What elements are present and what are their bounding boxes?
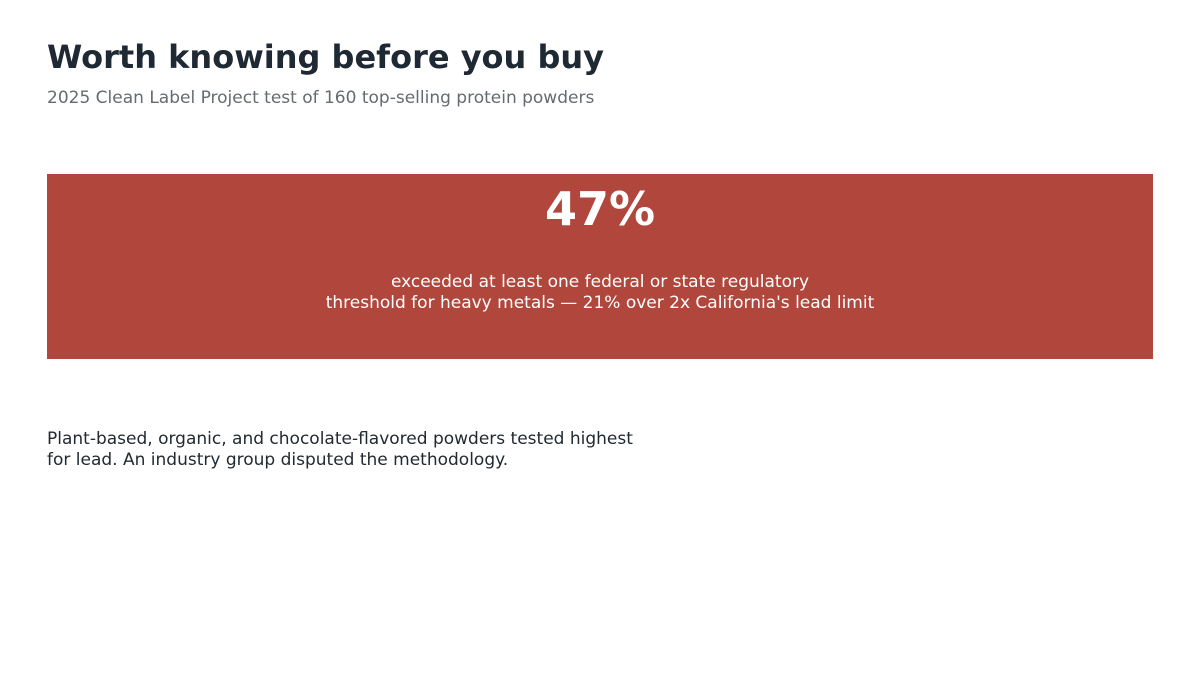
footnote-line: Plant-based, organic, and chocolate-flav… (47, 429, 633, 449)
callout-box: 47% (47, 174, 1153, 359)
title: Worth knowing before you buy (47, 38, 604, 76)
footnote: Plant-based, organic, and chocolate-flav… (47, 429, 633, 471)
description-line: threshold for heavy metals — 21% over 2x… (325, 293, 875, 313)
footnote-line: for lead. An industry group disputed the… (47, 450, 509, 470)
stat-value: 47% (544, 182, 656, 236)
stat-description: exceeded at least one federal or state r… (0, 272, 1200, 314)
description-line: exceeded at least one federal or state r… (390, 272, 810, 292)
subtitle: 2025 Clean Label Project test of 160 top… (47, 88, 595, 108)
